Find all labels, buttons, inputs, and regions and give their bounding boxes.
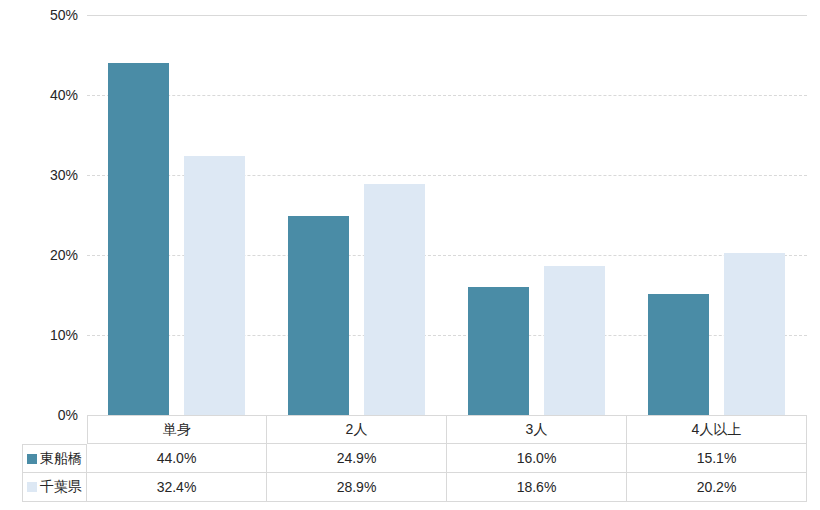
bar-series-1-category-1: [364, 184, 425, 415]
y-tick-label-10: 10%: [0, 327, 78, 343]
bar-series-0-category-3: [648, 294, 709, 415]
table-value-cell-0-3: 15.1%: [627, 444, 807, 473]
table-header-cell-0: 単身: [87, 415, 267, 444]
bar-series-0-category-0: [108, 63, 169, 415]
legend-cell-1: 千葉県: [22, 473, 87, 502]
legend-label-0: 東船橋: [40, 450, 82, 468]
y-tick-label-40: 40%: [0, 87, 78, 103]
data-table: 単身2人3人4人以上東船橋 44.0%24.9%16.0%15.1% 千葉県 32.4…: [22, 415, 807, 502]
legend-cell-0: 東船橋: [22, 444, 87, 473]
table-value-cell-1-0: 32.4%: [87, 473, 267, 502]
y-tick-label-50: 50%: [0, 7, 78, 23]
table-header-cell-3: 4人以上: [627, 415, 807, 444]
bar-series-1-category-2: [544, 266, 605, 415]
bar-series-1-category-0: [184, 156, 245, 415]
table-header-cell-1: 2人: [267, 415, 447, 444]
table-value-cell-0-2: 16.0%: [447, 444, 627, 473]
gridline-40: [87, 95, 807, 96]
table-corner-spacer: [22, 415, 87, 444]
bar-series-0-category-2: [468, 287, 529, 415]
gridline-50: [87, 15, 807, 16]
table-value-cell-1-1: 28.9%: [267, 473, 447, 502]
table-header-cell-2: 3人: [447, 415, 627, 444]
legend-label-1: 千葉県: [40, 478, 82, 496]
chart-canvas: 0%10%20%30%40%50% 単身2人3人4人以上東船橋44.0%24.9…: [0, 0, 820, 510]
table-value-cell-1-2: 18.6%: [447, 473, 627, 502]
legend-swatch-1: [27, 482, 37, 492]
legend-swatch-0: [27, 454, 37, 464]
table-value-cell-0-0: 44.0%: [87, 444, 267, 473]
plot-area: [87, 15, 807, 415]
table-value-cell-1-3: 20.2%: [627, 473, 807, 502]
bar-series-1-category-3: [724, 253, 785, 415]
y-tick-label-20: 20%: [0, 247, 78, 263]
bar-series-0-category-1: [288, 216, 349, 415]
y-tick-label-30: 30%: [0, 167, 78, 183]
table-value-cell-0-1: 24.9%: [267, 444, 447, 473]
